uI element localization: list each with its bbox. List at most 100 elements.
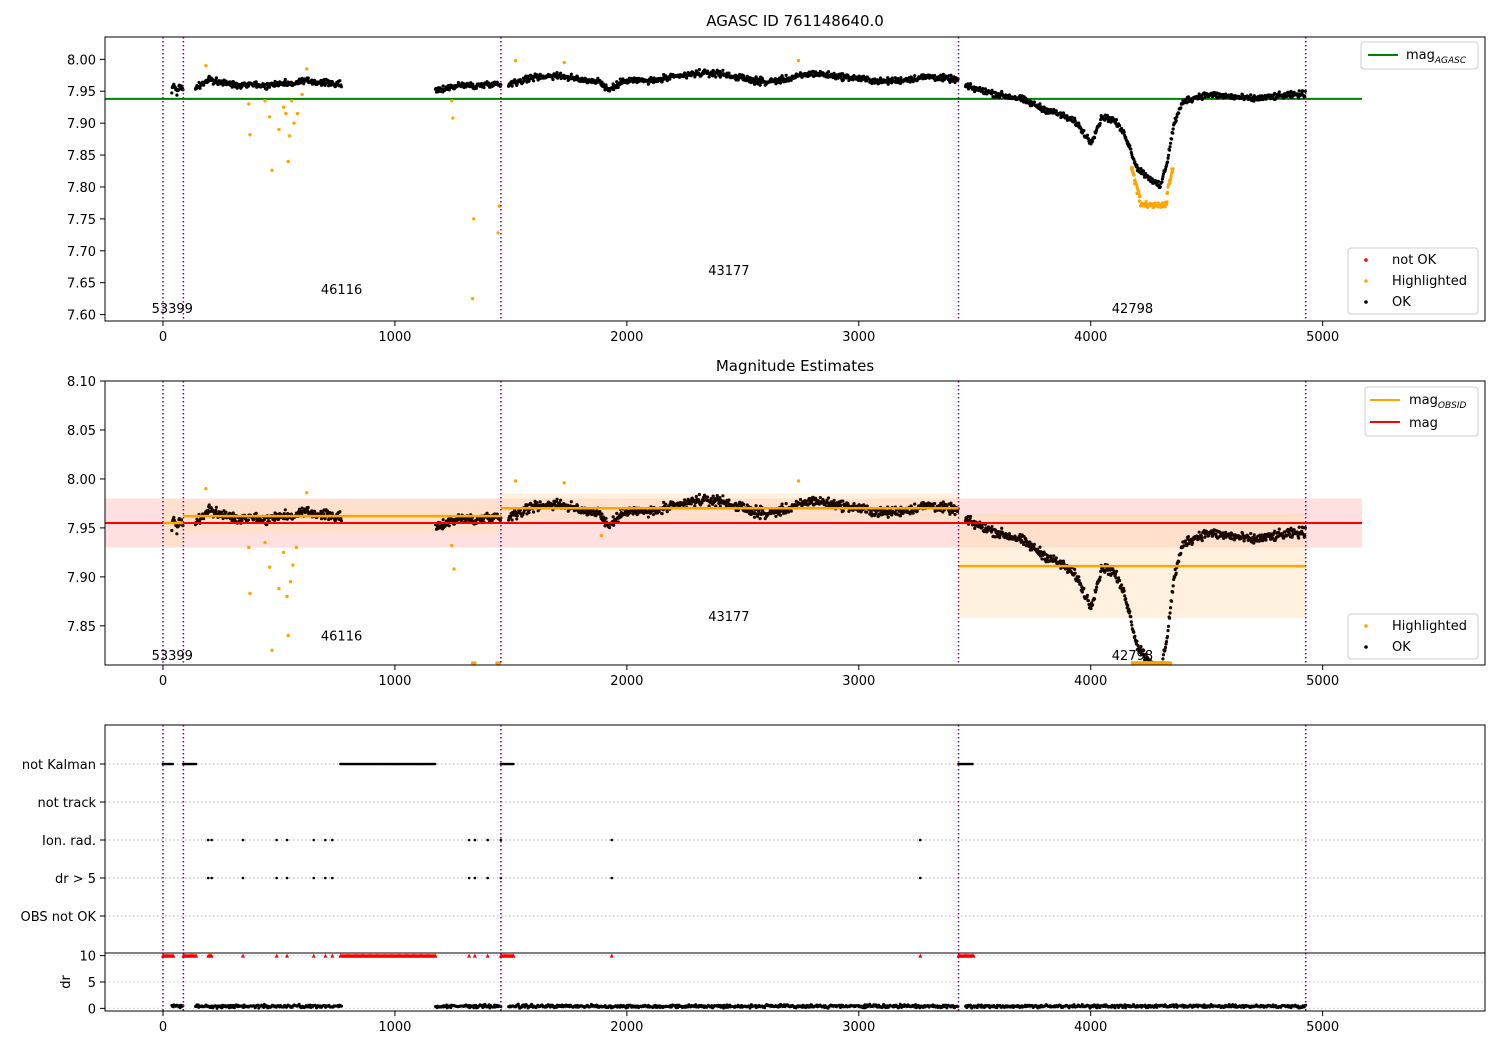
ok-point bbox=[1165, 160, 1170, 164]
ok-point bbox=[826, 496, 831, 500]
p1-xtick-label: 5000 bbox=[1306, 330, 1339, 345]
ok-point bbox=[1098, 121, 1102, 126]
ok-point bbox=[1277, 90, 1281, 94]
ok-point bbox=[1297, 525, 1301, 529]
ok-point bbox=[607, 526, 612, 530]
ok-point bbox=[319, 517, 324, 521]
p1-ytick-label: 7.90 bbox=[67, 117, 96, 132]
ok-point bbox=[933, 502, 937, 506]
ok-point bbox=[1124, 597, 1128, 601]
ok-point bbox=[715, 68, 719, 72]
flag-not-kalman-point bbox=[512, 762, 515, 766]
ok-point bbox=[890, 513, 894, 517]
highlighted-point bbox=[286, 633, 290, 638]
ok-point bbox=[214, 508, 218, 512]
ok-point bbox=[1171, 590, 1175, 594]
p1-ytick-label: 7.85 bbox=[67, 149, 96, 164]
ok-point bbox=[778, 510, 782, 514]
obsid-label: 43177 bbox=[708, 264, 749, 279]
highlighted-point bbox=[204, 487, 208, 491]
legend-2-ok-marker bbox=[1364, 645, 1368, 649]
ok-point bbox=[707, 504, 711, 508]
highlighted-point bbox=[472, 217, 476, 221]
ok-point bbox=[1090, 603, 1095, 607]
ok-point bbox=[789, 78, 793, 82]
ok-point bbox=[1049, 554, 1053, 558]
ok-point bbox=[890, 76, 894, 80]
ok-point bbox=[1297, 89, 1301, 93]
ok-point bbox=[664, 502, 668, 506]
highlighted-point bbox=[285, 594, 289, 599]
highlighted-point bbox=[286, 159, 290, 164]
ok-point bbox=[338, 79, 342, 83]
ok-point bbox=[1203, 535, 1207, 539]
ok-point bbox=[515, 517, 519, 521]
ok-point bbox=[569, 72, 573, 76]
ok-point bbox=[482, 85, 486, 90]
p2-xtick-label: 1000 bbox=[378, 674, 411, 689]
ok-point bbox=[752, 82, 757, 86]
ok-point bbox=[1085, 593, 1090, 597]
ok-point bbox=[646, 515, 650, 519]
ok-point bbox=[784, 501, 788, 506]
highlighted-point bbox=[796, 479, 801, 483]
ok-point bbox=[1089, 607, 1093, 611]
panel-2-legend-upper: magOBSID mag bbox=[1364, 386, 1479, 437]
ok-point bbox=[510, 518, 514, 522]
highlighted-point bbox=[470, 296, 475, 301]
highlighted-point bbox=[277, 586, 281, 591]
p1-ytick-label: 7.75 bbox=[67, 213, 96, 228]
ok-point bbox=[727, 71, 731, 75]
ok-point bbox=[1122, 586, 1126, 590]
flag-point bbox=[324, 838, 327, 842]
ok-point bbox=[664, 74, 668, 78]
ok-point bbox=[1165, 634, 1170, 639]
highlighted-point bbox=[562, 481, 566, 485]
obsid-label: 46116 bbox=[321, 630, 362, 645]
highlighted-point bbox=[450, 543, 454, 548]
ok-point bbox=[441, 518, 445, 522]
ok-point bbox=[1249, 531, 1253, 536]
ok-point bbox=[1085, 133, 1090, 137]
ok-point bbox=[990, 524, 994, 529]
ok-point bbox=[953, 80, 957, 85]
ok-point bbox=[1190, 540, 1195, 545]
ok-point bbox=[1200, 97, 1204, 102]
ok-point bbox=[774, 82, 778, 86]
ok-point bbox=[1132, 630, 1136, 634]
highlighted-point bbox=[204, 64, 208, 68]
ok-point bbox=[1128, 609, 1132, 614]
highlighted-point bbox=[247, 545, 251, 550]
obsid-label: 53399 bbox=[152, 649, 193, 664]
ok-point bbox=[1160, 180, 1164, 184]
ok-point bbox=[693, 504, 697, 508]
legend-ok-marker bbox=[1364, 300, 1368, 304]
ok-point bbox=[1114, 117, 1119, 122]
ok-point bbox=[1166, 624, 1171, 628]
legend-2-highlighted-marker bbox=[1364, 624, 1368, 628]
ok-point bbox=[1082, 129, 1086, 133]
ok-point bbox=[1161, 175, 1165, 179]
ok-point bbox=[1158, 185, 1162, 189]
flag-category-label: not track bbox=[37, 796, 96, 811]
p2-xtick-label: 5000 bbox=[1306, 674, 1339, 689]
ok-point bbox=[531, 510, 536, 514]
highlighted-point bbox=[1168, 661, 1173, 665]
flag-category-label: not Kalman bbox=[22, 758, 96, 773]
ok-point bbox=[510, 84, 514, 88]
ok-point bbox=[555, 497, 559, 501]
ok-point bbox=[1175, 115, 1179, 119]
ok-point bbox=[685, 76, 689, 80]
ok-point bbox=[559, 71, 563, 75]
ok-point bbox=[1038, 102, 1042, 106]
flag-point bbox=[467, 838, 471, 842]
ok-point bbox=[742, 502, 746, 506]
ok-point bbox=[1073, 116, 1077, 120]
ok-point bbox=[1117, 578, 1122, 583]
ok-point bbox=[246, 518, 251, 522]
ok-point bbox=[841, 509, 845, 513]
legend-highlighted-marker bbox=[1364, 279, 1368, 283]
ok-point bbox=[948, 80, 952, 84]
ok-point bbox=[727, 498, 731, 502]
dr-tick-label: 5 bbox=[88, 976, 96, 991]
